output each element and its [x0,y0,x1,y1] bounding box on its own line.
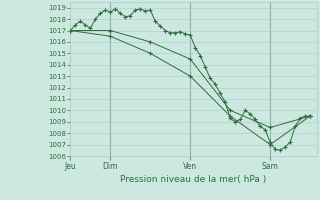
X-axis label: Pression niveau de la mer( hPa ): Pression niveau de la mer( hPa ) [120,175,267,184]
